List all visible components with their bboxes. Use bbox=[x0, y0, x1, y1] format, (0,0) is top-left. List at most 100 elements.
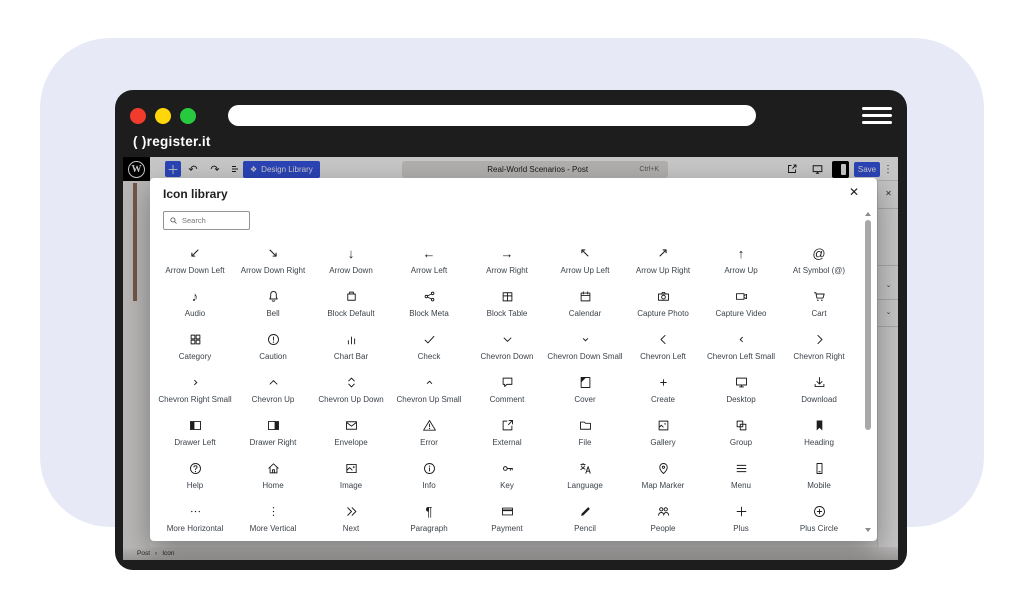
icon-cell-people[interactable]: People bbox=[624, 498, 702, 541]
minimize-window-icon[interactable] bbox=[155, 108, 171, 124]
heading-icon bbox=[780, 412, 858, 438]
external-link-icon[interactable] bbox=[784, 161, 800, 177]
scroll-down-icon[interactable] bbox=[865, 528, 871, 532]
icon-cell-calendar[interactable]: Calendar bbox=[546, 283, 624, 326]
modal-close-icon[interactable]: ✕ bbox=[848, 185, 859, 199]
icon-label: Map Marker bbox=[641, 481, 685, 490]
icon-cell-chevron-left-small[interactable]: Chevron Left Small bbox=[702, 326, 780, 369]
modal-scrollbar[interactable] bbox=[864, 212, 872, 532]
icon-cell-arrow-down-right[interactable]: ↘ Arrow Down Right bbox=[234, 240, 312, 283]
icon-cell-chevron-right[interactable]: Chevron Right bbox=[780, 326, 858, 369]
icon-cell-home[interactable]: Home bbox=[234, 455, 312, 498]
icon-cell-image[interactable]: Image bbox=[312, 455, 390, 498]
icon-cell-next[interactable]: Next bbox=[312, 498, 390, 541]
address-bar[interactable] bbox=[228, 105, 756, 126]
icon-cell-file[interactable]: File bbox=[546, 412, 624, 455]
icon-cell-group[interactable]: Group bbox=[702, 412, 780, 455]
icon-cell-drawer-right[interactable]: Drawer Right bbox=[234, 412, 312, 455]
icon-cell-arrow-up-left[interactable]: ↖ Arrow Up Left bbox=[546, 240, 624, 283]
icon-cell-check[interactable]: Check bbox=[390, 326, 468, 369]
icon-cell-block-meta[interactable]: Block Meta bbox=[390, 283, 468, 326]
close-window-icon[interactable] bbox=[130, 108, 146, 124]
icon-cell-more-horizontal[interactable]: More Horizontal bbox=[156, 498, 234, 541]
icon-cell-category[interactable]: Category bbox=[156, 326, 234, 369]
icon-cell-language[interactable]: Language bbox=[546, 455, 624, 498]
icon-cell-external[interactable]: External bbox=[468, 412, 546, 455]
options-menu-icon[interactable]: ⋮ bbox=[883, 163, 893, 175]
icon-cell-chevron-down[interactable]: Chevron Down bbox=[468, 326, 546, 369]
icon-cell-cover[interactable]: Cover bbox=[546, 369, 624, 412]
preview-desktop-icon[interactable] bbox=[808, 161, 826, 177]
undo-icon[interactable]: ↶ bbox=[188, 163, 198, 176]
more-vertical-icon bbox=[234, 498, 312, 524]
icon-cell-plus-circle[interactable]: Plus Circle bbox=[780, 498, 858, 541]
document-overview-icon[interactable] bbox=[228, 161, 244, 177]
icon-cell-block-table[interactable]: Block Table bbox=[468, 283, 546, 326]
breadcrumb-post[interactable]: Post bbox=[137, 550, 151, 557]
icon-cell-arrow-up-right[interactable]: ↗ Arrow Up Right bbox=[624, 240, 702, 283]
icon-cell-audio[interactable]: ♪ Audio bbox=[156, 283, 234, 326]
icon-cell-drawer-left[interactable]: Drawer Left bbox=[156, 412, 234, 455]
sidebar-close-icon[interactable]: ✕ bbox=[885, 189, 892, 198]
icon-cell-download[interactable]: Download bbox=[780, 369, 858, 412]
icon-label: Capture Photo bbox=[637, 309, 689, 318]
add-block-button[interactable]: ＋ bbox=[165, 161, 181, 177]
icon-cell-bell[interactable]: Bell bbox=[234, 283, 312, 326]
icon-cell-key[interactable]: Key bbox=[468, 455, 546, 498]
design-library-button[interactable]: ❖ Design Library bbox=[243, 160, 320, 178]
icon-cell-capture-photo[interactable]: Capture Photo bbox=[624, 283, 702, 326]
icon-cell-more-vertical[interactable]: More Vertical bbox=[234, 498, 312, 541]
icon-cell-chevron-up[interactable]: Chevron Up bbox=[234, 369, 312, 412]
icon-cell-pencil[interactable]: Pencil bbox=[546, 498, 624, 541]
icon-cell-cart[interactable]: Cart bbox=[780, 283, 858, 326]
icon-cell-map-marker[interactable]: Map Marker bbox=[624, 455, 702, 498]
command-palette[interactable]: Real-World Scenarios - Post Ctrl+K bbox=[402, 160, 668, 178]
icon-cell-chevron-right-small[interactable]: Chevron Right Small bbox=[156, 369, 234, 412]
icon-cell-arrow-down-left[interactable]: ↙ Arrow Down Left bbox=[156, 240, 234, 283]
icon-cell-chevron-up-down[interactable]: Chevron Up Down bbox=[312, 369, 390, 412]
icon-label: Desktop bbox=[726, 395, 756, 404]
sidebar-expand-icon[interactable]: ⌄ bbox=[885, 282, 892, 289]
icon-cell-arrow-left[interactable]: ← Arrow Left bbox=[390, 240, 468, 283]
icon-cell-arrow-up[interactable]: ↑ Arrow Up bbox=[702, 240, 780, 283]
icon-cell-create[interactable]: Create bbox=[624, 369, 702, 412]
icon-cell-paragraph[interactable]: ¶ Paragraph bbox=[390, 498, 468, 541]
icon-cell-error[interactable]: Error bbox=[390, 412, 468, 455]
icon-cell-chevron-up-small[interactable]: Chevron Up Small bbox=[390, 369, 468, 412]
browser-menu-icon[interactable] bbox=[862, 107, 892, 124]
scroll-up-icon[interactable] bbox=[865, 212, 871, 216]
settings-sidebar-toggle[interactable] bbox=[832, 160, 849, 178]
icon-cell-arrow-down[interactable]: ↓ Arrow Down bbox=[312, 240, 390, 283]
search-input[interactable]: Search bbox=[163, 211, 250, 230]
scrollbar-thumb[interactable] bbox=[865, 220, 871, 430]
redo-icon[interactable]: ↷ bbox=[210, 163, 220, 176]
icon-cell-chart-bar[interactable]: Chart Bar bbox=[312, 326, 390, 369]
icon-cell-arrow-right[interactable]: → Arrow Right bbox=[468, 240, 546, 283]
save-button[interactable]: Save bbox=[854, 161, 880, 177]
icon-label: Mobile bbox=[807, 481, 831, 490]
icon-cell-mobile[interactable]: Mobile bbox=[780, 455, 858, 498]
icon-cell-help[interactable]: Help bbox=[156, 455, 234, 498]
icon-cell-chevron-down-small[interactable]: Chevron Down Small bbox=[546, 326, 624, 369]
icon-cell-block-default[interactable]: Block Default bbox=[312, 283, 390, 326]
wordpress-logo-button[interactable]: W bbox=[123, 157, 150, 181]
maximize-window-icon[interactable] bbox=[180, 108, 196, 124]
breadcrumb-icon[interactable]: Icon bbox=[162, 550, 175, 557]
icon-cell-comment[interactable]: Comment bbox=[468, 369, 546, 412]
pencil-icon bbox=[546, 498, 624, 524]
icon-cell-at-symbol[interactable]: @ At Symbol (@) bbox=[780, 240, 858, 283]
arrow-up-right-icon: ↗ bbox=[657, 245, 669, 260]
icon-cell-menu[interactable]: Menu bbox=[702, 455, 780, 498]
icon-cell-capture-video[interactable]: Capture Video bbox=[702, 283, 780, 326]
icon-cell-gallery[interactable]: Gallery bbox=[624, 412, 702, 455]
icon-cell-plus[interactable]: Plus bbox=[702, 498, 780, 541]
icon-cell-info[interactable]: Info bbox=[390, 455, 468, 498]
icon-cell-caution[interactable]: Caution bbox=[234, 326, 312, 369]
icon-library-modal: Icon library ✕ Search ↙ Arrow Down Left ↘ A… bbox=[150, 178, 877, 541]
icon-cell-heading[interactable]: Heading bbox=[780, 412, 858, 455]
icon-cell-desktop[interactable]: Desktop bbox=[702, 369, 780, 412]
icon-cell-payment[interactable]: Payment bbox=[468, 498, 546, 541]
sidebar-expand-icon-2[interactable]: ⌄ bbox=[885, 309, 892, 316]
icon-cell-envelope[interactable]: Envelope bbox=[312, 412, 390, 455]
icon-cell-chevron-left[interactable]: Chevron Left bbox=[624, 326, 702, 369]
